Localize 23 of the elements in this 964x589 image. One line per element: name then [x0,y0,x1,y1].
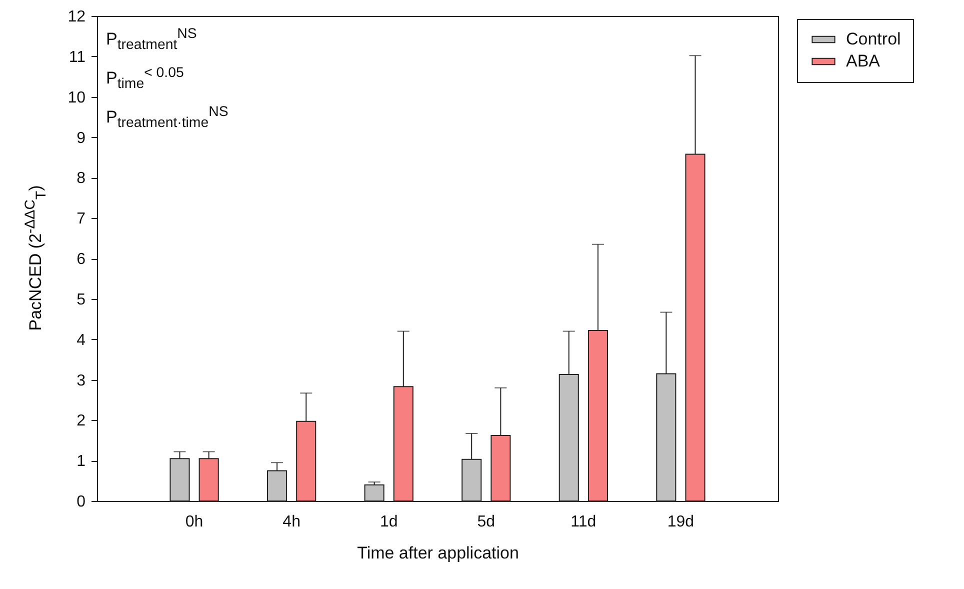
x-tick-label: 11d [570,514,596,530]
x-tick-label: 0h [185,514,204,530]
y-tick-label: 3 [76,372,86,390]
x-tick-label: 5d [477,514,496,530]
bar [364,484,384,502]
y-tick-label: 0 [76,494,86,510]
y-tick-label: 10 [68,89,86,106]
y-tick-label: 9 [76,130,86,147]
y-tick-label: 4 [76,332,86,349]
y-tick-label: 5 [76,291,86,308]
y-tick-label: 7 [76,210,86,228]
y-tick-label: 1 [76,453,86,470]
y-tick-label: 12 [68,8,86,26]
y-tick-label: 8 [76,170,86,188]
y-tick-label: 11 [68,48,86,66]
y-tick-label: 2 [76,412,86,430]
x-tick-label: 1d [380,514,398,530]
x-tick-label: 4h [282,514,300,530]
legend-label: Control [846,30,901,48]
x-tick-label: 19d [667,514,694,530]
x-axis-title: Time after application [357,544,519,562]
legend-label: ABA [846,52,881,70]
y-tick-label: 6 [76,251,86,268]
